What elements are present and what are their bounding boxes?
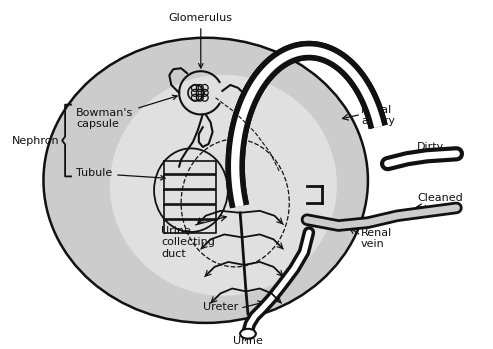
Text: Cleaned
blood: Cleaned blood [417,193,463,215]
Text: Urine: Urine [233,336,263,346]
Text: Ureter: Ureter [203,302,238,312]
Text: Urine
collecting
duct: Urine collecting duct [161,225,215,259]
Text: Renal
artery: Renal artery [361,105,395,126]
Text: Glomerulus: Glomerulus [169,13,233,68]
Ellipse shape [43,38,368,323]
Text: Renal
vein: Renal vein [361,228,392,249]
Ellipse shape [240,329,256,339]
Text: Dirty
blood: Dirty blood [417,142,448,164]
Text: Nephron: Nephron [12,136,60,146]
Text: Bowman's
capsule: Bowman's capsule [76,95,177,129]
Text: Tubule: Tubule [76,169,165,180]
Ellipse shape [110,75,337,296]
